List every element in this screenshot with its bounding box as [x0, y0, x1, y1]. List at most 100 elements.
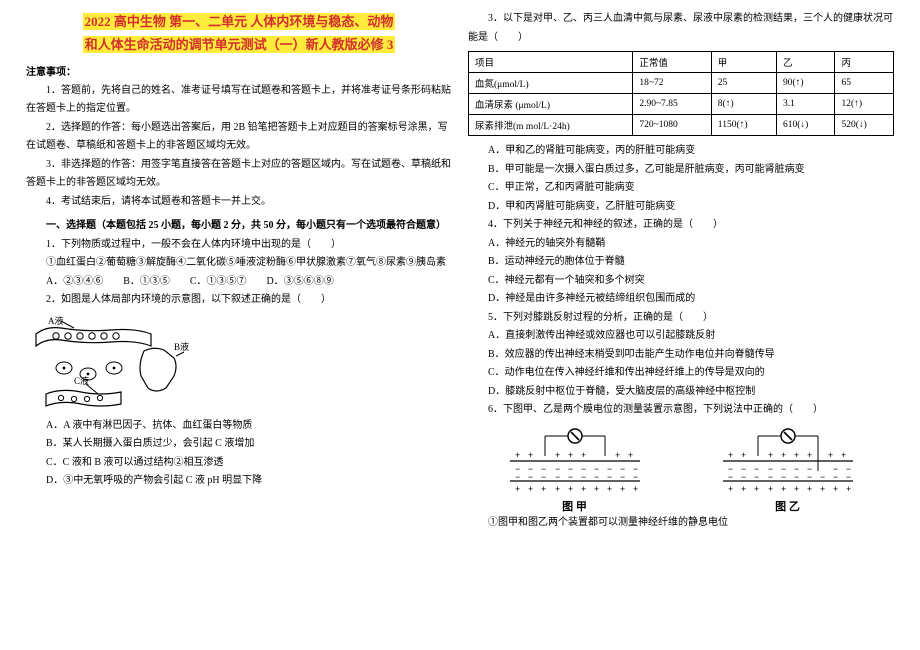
- q1-opts: A．②③④⑥ B．①③⑤ C．①③⑤⑦ D．③⑤⑥⑧⑨: [26, 273, 452, 292]
- q4-optD: D．神经是由许多神经元被结缔组织包围而成的: [468, 290, 894, 309]
- svg-text:+: +: [528, 450, 533, 460]
- title-line2: 和人体生命活动的调节单元测试（一）新人教版必修 3: [83, 36, 396, 53]
- svg-text:+: +: [594, 484, 599, 494]
- q3-table: 项目 正常值 甲 乙 丙 血氮(μmol/L)18~722590(↑)65 血清…: [468, 51, 894, 136]
- label-A: A液: [48, 316, 64, 326]
- left-column: 2022 高中生物 第一、二单元 人体内环境与稳态、动物 和人体生命活动的调节单…: [18, 10, 460, 640]
- q4-optC: C．神经元都有一个轴突和多个树突: [468, 272, 894, 291]
- svg-text:+: +: [754, 484, 759, 494]
- svg-text:−: −: [607, 472, 612, 482]
- svg-text:+: +: [541, 484, 546, 494]
- q5-optD: D．膝跳反射中枢位于脊髓，受大脑皮层的高级神经中枢控制: [468, 383, 894, 402]
- notice-head: 注意事项：: [26, 63, 452, 78]
- svg-text:+: +: [781, 484, 786, 494]
- q6-line1: ①图甲和图乙两个装置都可以测量神经纤维的静息电位: [468, 514, 894, 533]
- th-jia: 甲: [711, 52, 776, 73]
- th-bing: 丙: [835, 52, 894, 73]
- svg-text:+: +: [807, 484, 812, 494]
- label-C: C液: [74, 375, 89, 386]
- svg-text:+: +: [581, 450, 586, 460]
- q2-optB: B．某人长期摄入蛋白质过少，会引起 C 液增加: [26, 435, 452, 454]
- q2: 2．如图是人体局部内环境的示意图，以下叙述正确的是（ ）: [26, 291, 452, 310]
- label-jia: 图 甲: [562, 498, 587, 514]
- svg-text:−: −: [807, 472, 812, 482]
- svg-text:+: +: [741, 484, 746, 494]
- right-column: 3．以下是对甲、乙、丙三人血清中氮与尿素、尿液中尿素的检测结果，三个人的健康状况…: [460, 10, 902, 640]
- svg-text:+: +: [620, 484, 625, 494]
- q1: 1．下列物质或过程中，一般不会在人体内环境中出现的是（ ）: [26, 236, 452, 255]
- q2-optA: A．A 液中有淋巴因子、抗体、血红蛋白等物质: [26, 417, 452, 436]
- q4: 4．下列关于神经元和神经的叙述，正确的是（ ）: [468, 216, 894, 235]
- svg-text:−: −: [781, 472, 786, 482]
- q5-optA: A．直接刺激传出神经或效应器也可以引起膝跳反射: [468, 327, 894, 346]
- svg-text:+: +: [607, 484, 612, 494]
- q3-optC: C．甲正常，乙和丙肾脏可能病变: [468, 179, 894, 198]
- notice1: 1．答题前，先将自己的姓名、准考证号填写在试题卷和答题卡上，并将准考证号条形码粘…: [26, 82, 452, 119]
- q6-diagrams: +++++++ −−−−−−−−−− −−−−−−−−−− ++++++++++…: [468, 426, 894, 496]
- title-line1: 2022 高中生物 第一、二单元 人体内环境与稳态、动物: [83, 13, 396, 30]
- svg-text:+: +: [841, 450, 846, 460]
- th-project: 项目: [469, 52, 633, 73]
- svg-text:−: −: [515, 472, 520, 482]
- table-header-row: 项目 正常值 甲 乙 丙: [469, 52, 894, 73]
- svg-text:−: −: [846, 472, 851, 482]
- q2-figure: A液 B液 C液: [26, 316, 452, 411]
- svg-text:+: +: [555, 484, 560, 494]
- q4-optB: B．运动神经元的胞体位于脊髓: [468, 253, 894, 272]
- q3-intro: 3．以下是对甲、乙、丙三人血清中氮与尿素、尿液中尿素的检测结果，三个人的健康状况…: [468, 10, 894, 47]
- q6: 6．下图甲、乙是两个膜电位的测量装置示意图，下列说法中正确的（ ）: [468, 401, 894, 420]
- svg-text:−: −: [741, 472, 746, 482]
- svg-text:+: +: [555, 450, 560, 460]
- q4-optA: A．神经元的轴突外有髓鞘: [468, 235, 894, 254]
- label-B: B液: [174, 341, 189, 352]
- svg-text:−: −: [620, 472, 625, 482]
- notice2: 2．选择题的作答：每小题选出答案后，用 2B 铅笔把答题卡上对应题目的答案标号涂…: [26, 119, 452, 156]
- q6-diagram-labels: 图 甲 图 乙: [468, 498, 894, 514]
- th-normal: 正常值: [633, 52, 711, 73]
- diagram-jia-svg: +++++++ −−−−−−−−−− −−−−−−−−−− ++++++++++: [500, 426, 650, 496]
- q5-optB: B．效应器的传出神经末梢受到叩击能产生动作电位并向脊髓传导: [468, 346, 894, 365]
- q2-optC: C．C 液和 B 液可以通过结构②相互渗透: [26, 454, 452, 473]
- svg-text:+: +: [828, 450, 833, 460]
- q3-optA: A．甲和乙的肾脏可能病变，丙的肝脏可能病变: [468, 142, 894, 161]
- svg-text:+: +: [728, 450, 733, 460]
- svg-text:+: +: [615, 450, 620, 460]
- svg-text:+: +: [628, 450, 633, 460]
- svg-text:−: −: [568, 472, 573, 482]
- svg-text:+: +: [833, 484, 838, 494]
- table-row: 尿素排泄(m mol/L·24h)720~10801150(↑)610(↓)52…: [469, 115, 894, 136]
- svg-text:+: +: [794, 484, 799, 494]
- svg-text:+: +: [515, 450, 520, 460]
- svg-text:+: +: [794, 450, 799, 460]
- svg-text:+: +: [781, 450, 786, 460]
- svg-text:−: −: [833, 472, 838, 482]
- svg-text:−: −: [581, 472, 586, 482]
- svg-text:+: +: [515, 484, 520, 494]
- svg-text:−: −: [528, 472, 533, 482]
- svg-text:−: −: [728, 472, 733, 482]
- table-row: 血清尿素 (μmol/L)2.90~7.858(↑)3.112(↑): [469, 94, 894, 115]
- th-yi: 乙: [777, 52, 835, 73]
- svg-text:−: −: [555, 472, 560, 482]
- svg-text:−: −: [541, 472, 546, 482]
- q5-optC: C．动作电位在传入神经纤维和传出神经纤维上的传导是双向的: [468, 364, 894, 383]
- part1-head: 一、选择题（本题包括 25 小题，每小题 2 分，共 50 分，每小题只有一个选…: [26, 217, 452, 236]
- vessel-diagram-svg: A液 B液 C液: [26, 316, 191, 411]
- main-title: 2022 高中生物 第一、二单元 人体内环境与稳态、动物 和人体生命活动的调节单…: [26, 10, 452, 57]
- svg-text:+: +: [633, 484, 638, 494]
- notice3: 3．非选择题的作答：用签字笔直接答在答题卡上对应的答题区域内。写在试题卷、草稿纸…: [26, 156, 452, 193]
- svg-text:−: −: [820, 472, 825, 482]
- svg-text:+: +: [741, 450, 746, 460]
- notice4: 4．考试结束后，请将本试题卷和答题卡一并上交。: [26, 193, 452, 212]
- q3-optB: B．甲可能是一次摄入蛋白质过多，乙可能是肝脏病变，丙可能肾脏病变: [468, 161, 894, 180]
- svg-text:+: +: [807, 450, 812, 460]
- svg-text:+: +: [568, 450, 573, 460]
- svg-text:−: −: [768, 472, 773, 482]
- svg-text:+: +: [768, 484, 773, 494]
- label-yi: 图 乙: [775, 498, 800, 514]
- q5: 5．下列对膝跳反射过程的分析，正确的是（ ）: [468, 309, 894, 328]
- q3-optD: D．甲和丙肾脏可能病变，乙肝脏可能病变: [468, 198, 894, 217]
- svg-text:−: −: [754, 472, 759, 482]
- svg-text:+: +: [568, 484, 573, 494]
- svg-text:+: +: [528, 484, 533, 494]
